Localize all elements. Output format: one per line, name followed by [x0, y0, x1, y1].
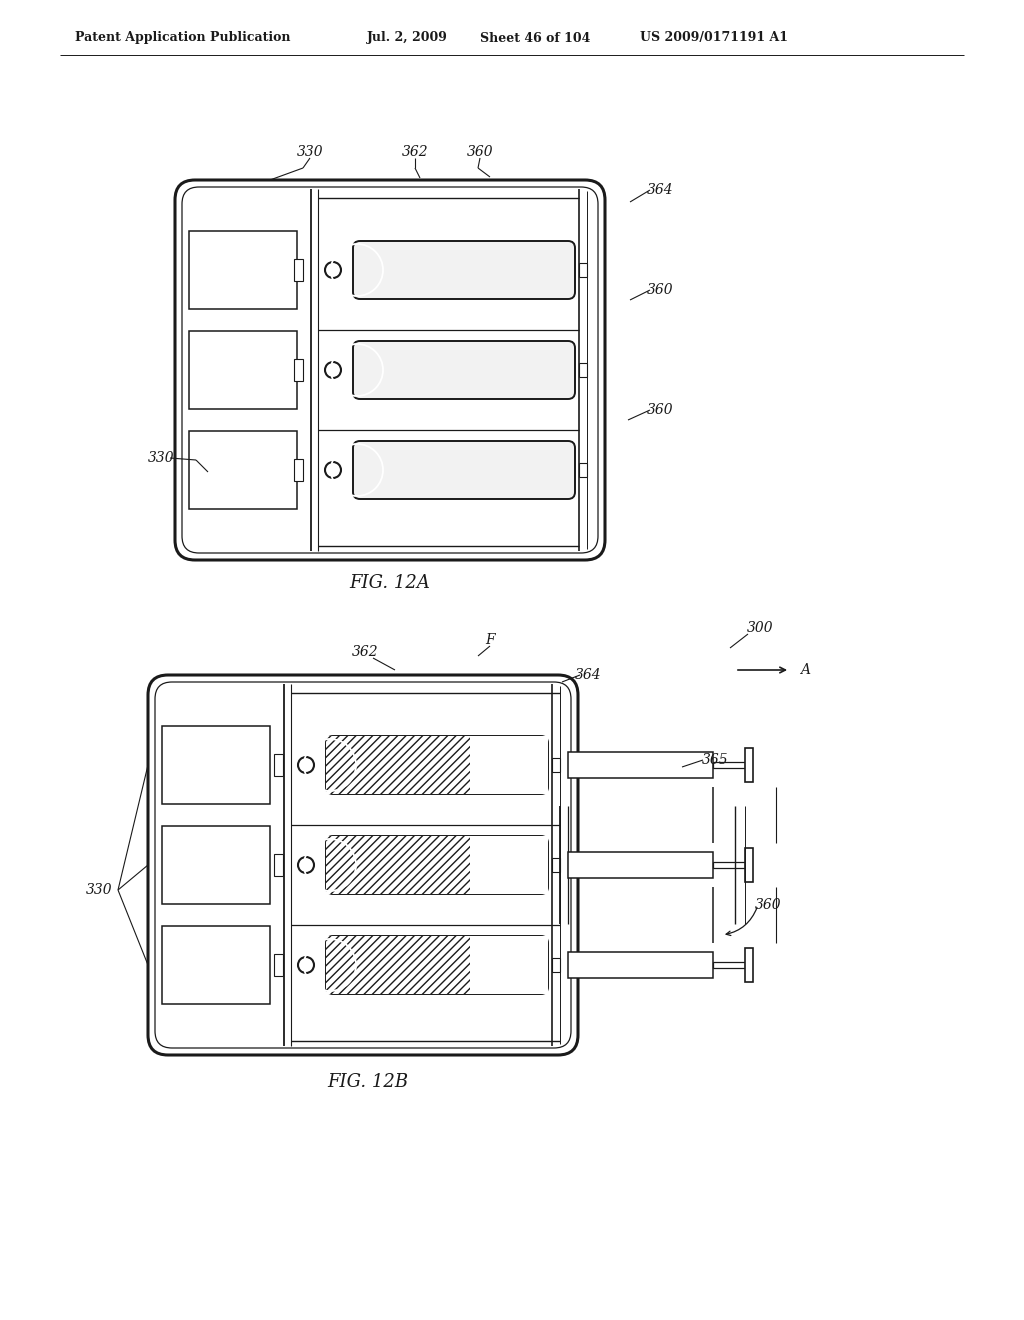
- Bar: [189, 432, 297, 510]
- Text: F: F: [485, 634, 495, 647]
- FancyBboxPatch shape: [182, 187, 598, 553]
- Bar: [274, 754, 283, 776]
- Circle shape: [325, 261, 341, 279]
- FancyBboxPatch shape: [353, 242, 575, 300]
- Bar: [552, 858, 560, 873]
- Bar: [326, 836, 470, 894]
- Circle shape: [298, 857, 314, 873]
- FancyBboxPatch shape: [175, 180, 605, 560]
- Text: 330: 330: [297, 145, 324, 158]
- Bar: [294, 359, 303, 381]
- Text: 364: 364: [647, 183, 674, 197]
- Bar: [552, 958, 560, 972]
- Text: Jul. 2, 2009: Jul. 2, 2009: [367, 32, 447, 45]
- FancyBboxPatch shape: [353, 341, 575, 399]
- Bar: [294, 259, 303, 281]
- Text: 300: 300: [746, 620, 773, 635]
- Bar: [189, 331, 297, 409]
- Text: 364: 364: [574, 668, 601, 682]
- Bar: [162, 927, 270, 1005]
- Bar: [470, 936, 548, 994]
- Text: FIG. 12A: FIG. 12A: [349, 574, 430, 591]
- Text: 365: 365: [701, 752, 728, 767]
- Bar: [713, 962, 745, 968]
- Bar: [745, 847, 753, 882]
- Bar: [713, 762, 745, 768]
- Text: A: A: [800, 663, 810, 677]
- Text: 362: 362: [351, 645, 378, 659]
- Circle shape: [298, 957, 314, 973]
- Bar: [162, 826, 270, 904]
- FancyBboxPatch shape: [148, 675, 578, 1055]
- FancyBboxPatch shape: [353, 441, 575, 499]
- Bar: [552, 758, 560, 772]
- Text: 362: 362: [401, 145, 428, 158]
- Bar: [470, 836, 548, 894]
- Bar: [326, 936, 470, 994]
- Text: 360: 360: [647, 403, 674, 417]
- Text: 360: 360: [755, 898, 781, 912]
- Bar: [579, 263, 587, 277]
- Circle shape: [325, 462, 341, 478]
- Bar: [189, 231, 297, 309]
- Text: 360: 360: [647, 282, 674, 297]
- Circle shape: [325, 362, 341, 378]
- Bar: [745, 948, 753, 982]
- Text: Sheet 46 of 104: Sheet 46 of 104: [480, 32, 591, 45]
- Circle shape: [298, 756, 314, 774]
- Bar: [274, 854, 283, 876]
- Text: FIG. 12B: FIG. 12B: [328, 1073, 409, 1092]
- Text: 330: 330: [85, 883, 112, 898]
- Text: Patent Application Publication: Patent Application Publication: [75, 32, 291, 45]
- Bar: [745, 748, 753, 781]
- Bar: [568, 952, 713, 978]
- Text: 330: 330: [148, 451, 175, 465]
- Bar: [713, 862, 745, 869]
- Bar: [579, 363, 587, 378]
- Bar: [294, 459, 303, 480]
- Bar: [579, 463, 587, 477]
- Bar: [162, 726, 270, 804]
- Text: US 2009/0171191 A1: US 2009/0171191 A1: [640, 32, 788, 45]
- Bar: [568, 752, 713, 777]
- Bar: [568, 851, 713, 878]
- Text: 360: 360: [467, 145, 494, 158]
- Bar: [326, 737, 470, 795]
- Bar: [470, 737, 548, 795]
- Bar: [274, 954, 283, 975]
- FancyBboxPatch shape: [155, 682, 571, 1048]
